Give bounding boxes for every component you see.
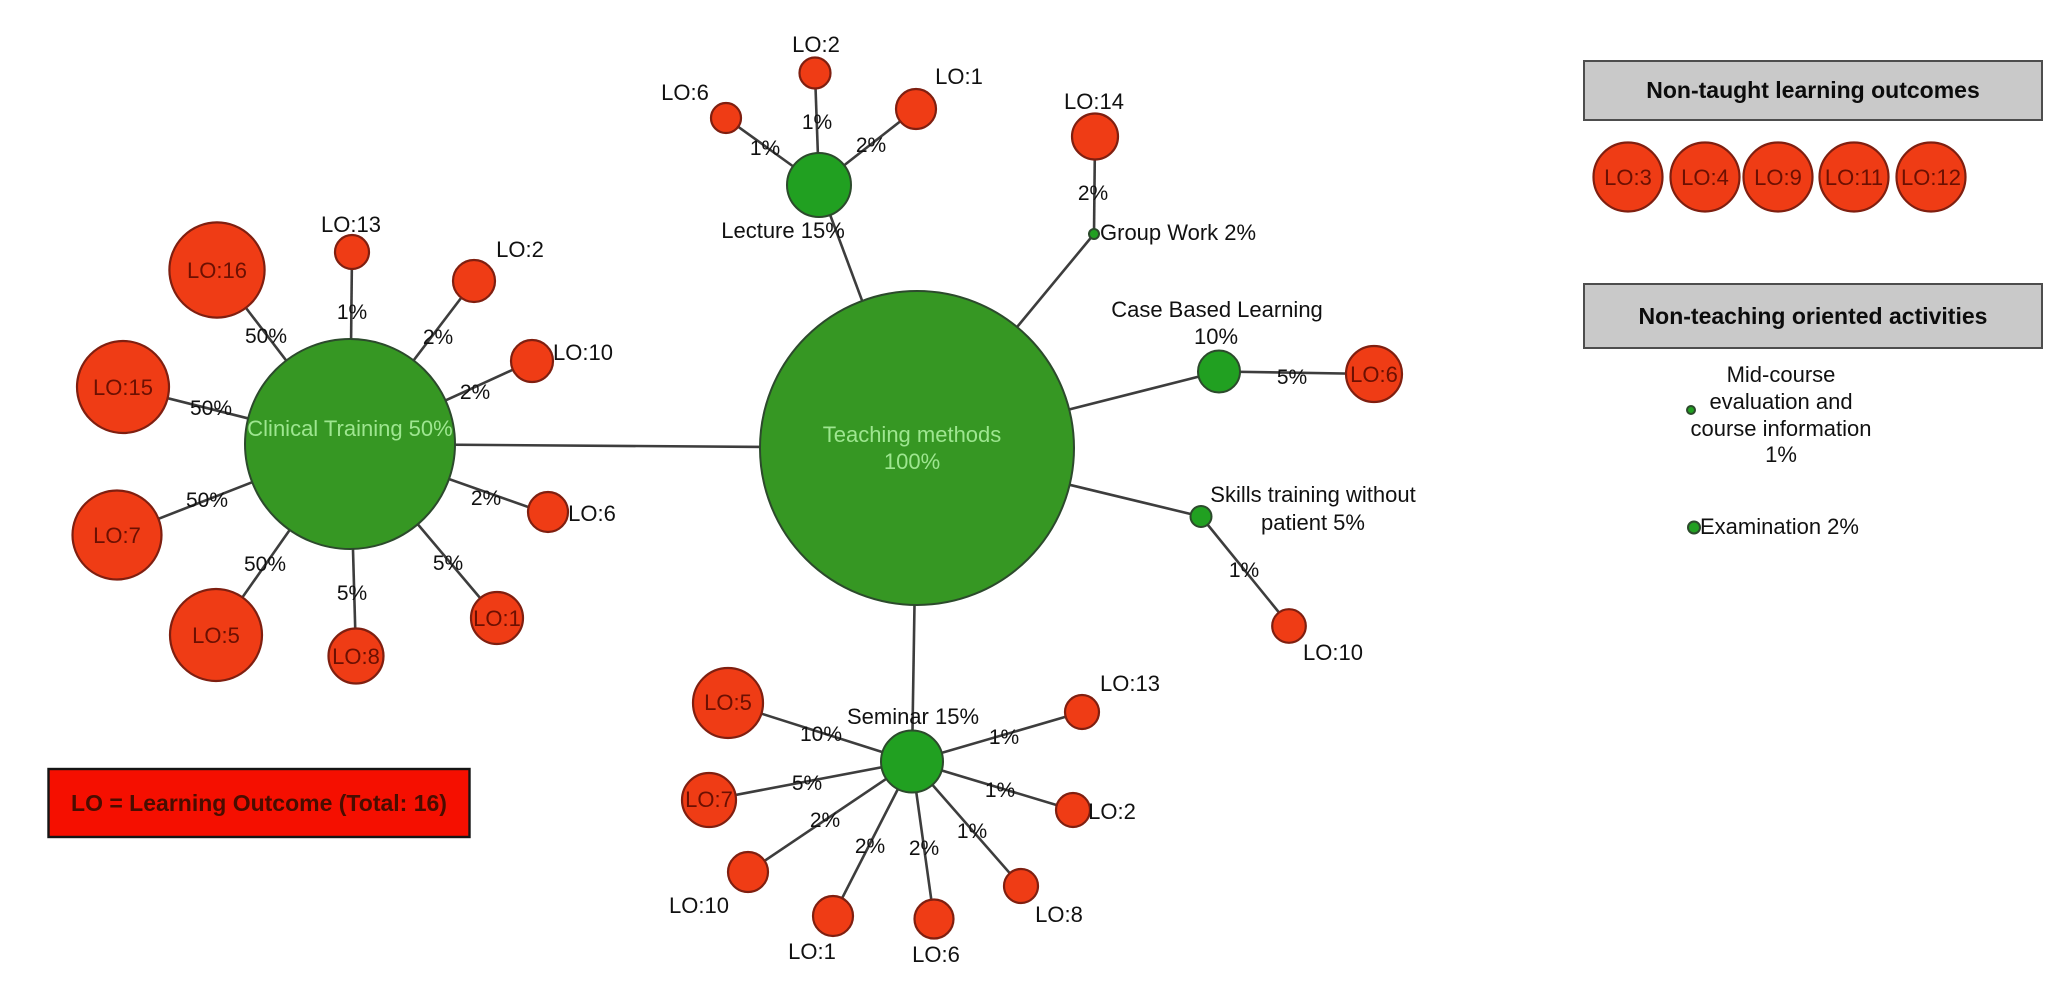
svg-text:LO:10: LO:10 [1303,640,1363,665]
svg-text:LO:1: LO:1 [788,939,836,964]
svg-text:10%: 10% [1194,324,1238,349]
svg-text:50%: 50% [245,325,287,348]
svg-text:50%: 50% [244,553,286,576]
svg-text:Mid-course: Mid-course [1727,362,1836,387]
svg-text:LO:14: LO:14 [1064,89,1124,114]
svg-text:LO:6: LO:6 [661,80,709,105]
svg-text:1%: 1% [802,111,832,134]
svg-text:LO:12: LO:12 [1901,165,1961,190]
svg-text:evaluation and: evaluation and [1709,389,1852,414]
svg-text:100%: 100% [884,449,940,474]
svg-text:5%: 5% [337,582,367,605]
svg-text:LO:6: LO:6 [912,942,960,967]
svg-text:Group Work 2%: Group Work 2% [1100,220,1256,245]
svg-text:5%: 5% [792,772,822,795]
svg-text:2%: 2% [855,835,885,858]
svg-text:LO:6: LO:6 [1350,362,1398,387]
svg-text:LO:8: LO:8 [1035,902,1083,927]
svg-text:Non-teaching oriented activiti: Non-teaching oriented activities [1639,303,1988,329]
svg-text:LO:7: LO:7 [685,787,733,812]
svg-text:50%: 50% [186,489,228,512]
svg-text:1%: 1% [989,726,1019,749]
svg-text:LO = Learning Outcome (Total:: LO = Learning Outcome (Total: 16) [71,790,447,816]
svg-text:LO:1: LO:1 [935,64,983,89]
svg-text:2%: 2% [471,487,501,510]
svg-text:2%: 2% [856,134,886,157]
svg-text:50%: 50% [190,397,232,420]
svg-text:LO:13: LO:13 [1100,671,1160,696]
svg-text:1%: 1% [1765,442,1797,467]
svg-text:1%: 1% [337,301,367,324]
svg-text:Teaching methods: Teaching methods [823,422,1002,447]
svg-text:LO:4: LO:4 [1681,165,1729,190]
svg-text:1%: 1% [957,820,987,843]
svg-text:patient 5%: patient 5% [1261,510,1365,535]
svg-text:LO:10: LO:10 [669,893,729,918]
svg-text:LO:5: LO:5 [192,623,240,648]
svg-text:LO:8: LO:8 [332,644,380,669]
svg-text:LO:6: LO:6 [568,501,616,526]
svg-text:LO:16: LO:16 [187,258,247,283]
svg-text:2%: 2% [460,381,490,404]
svg-text:LO:15: LO:15 [93,375,153,400]
svg-text:LO:3: LO:3 [1604,165,1652,190]
svg-text:1%: 1% [1229,559,1259,582]
svg-text:Skills training without: Skills training without [1210,482,1415,507]
svg-text:Non-taught learning outcomes: Non-taught learning outcomes [1646,77,1980,103]
svg-text:5%: 5% [1277,366,1307,389]
svg-text:Seminar 15%: Seminar 15% [847,704,979,729]
svg-text:LO:9: LO:9 [1754,165,1802,190]
svg-text:LO:5: LO:5 [704,690,752,715]
svg-text:LO:2: LO:2 [496,237,544,262]
svg-text:5%: 5% [433,552,463,575]
svg-text:Case Based Learning: Case Based Learning [1111,297,1323,322]
svg-text:course information: course information [1691,416,1872,441]
svg-text:10%: 10% [800,723,842,746]
svg-text:LO:7: LO:7 [93,523,141,548]
svg-text:LO:13: LO:13 [321,212,381,237]
svg-text:Lecture 15%: Lecture 15% [721,218,845,243]
svg-text:LO:2: LO:2 [792,32,840,57]
svg-text:Examination 2%: Examination 2% [1700,514,1859,539]
svg-text:Clinical Training 50%: Clinical Training 50% [247,416,452,441]
svg-text:2%: 2% [810,809,840,832]
svg-text:2%: 2% [423,326,453,349]
svg-text:1%: 1% [985,779,1015,802]
svg-text:LO:1: LO:1 [473,606,521,631]
svg-text:1%: 1% [750,137,780,160]
svg-text:LO:10: LO:10 [553,340,613,365]
svg-text:LO:2: LO:2 [1088,799,1136,824]
svg-text:2%: 2% [1078,182,1108,205]
svg-text:2%: 2% [909,837,939,860]
svg-text:LO:11: LO:11 [1825,165,1883,190]
